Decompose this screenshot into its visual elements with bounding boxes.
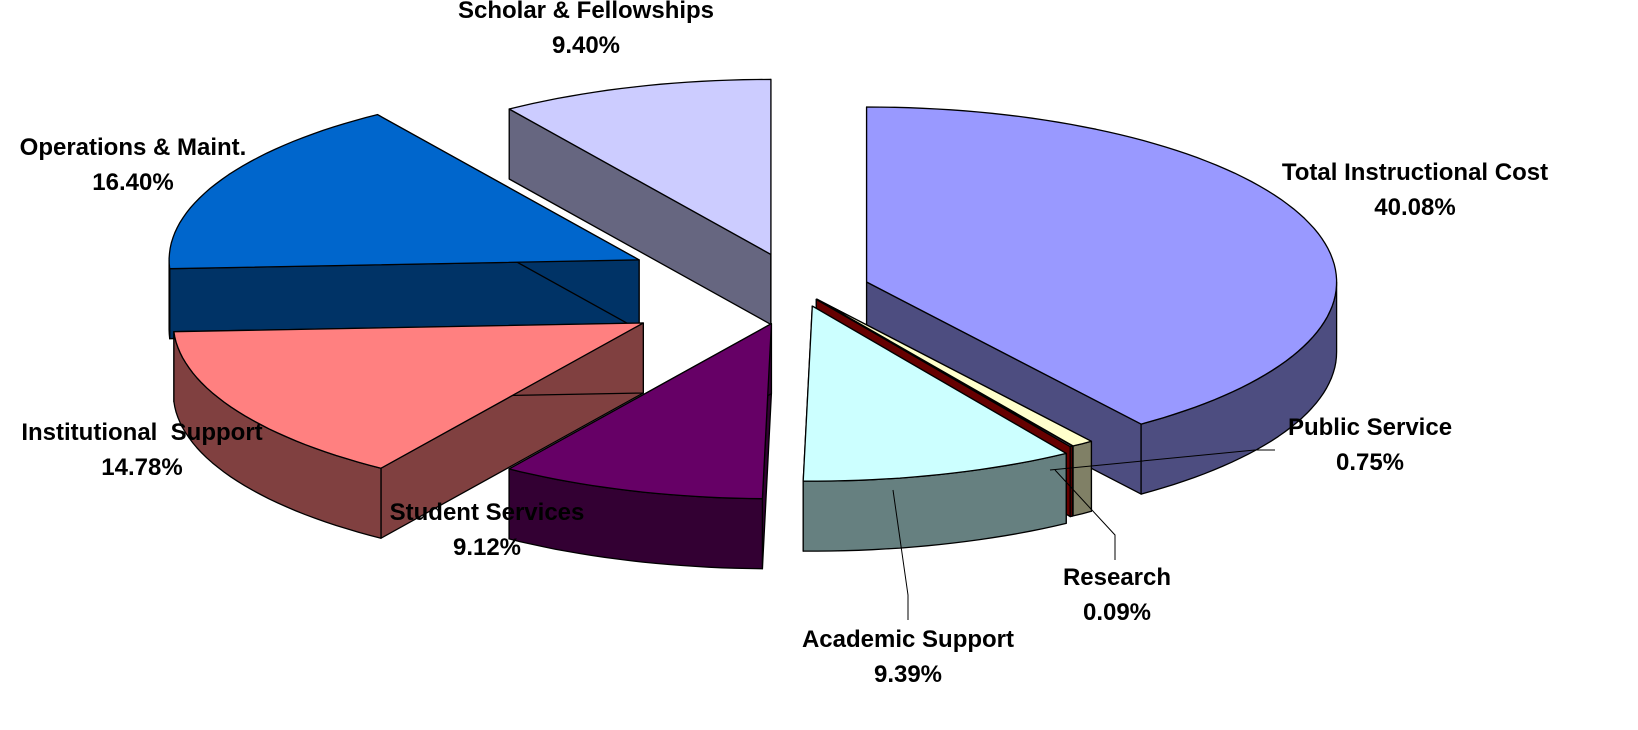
slice-institutional-support [173,322,644,539]
label-operations-and-maint: Operations & Maint. 16.40% [20,134,247,196]
label-student-services-percent: 9.12% [453,534,521,561]
slice-institutional-support-top [173,322,644,469]
label-student-services-name: Student Services [390,499,585,526]
label-scholar-and-fellowships-name: Scholar & Fellowships [458,0,714,24]
slice-labels: Total Instructional Cost 40.08% Public Ser… [20,0,1548,688]
label-research-percent: 0.09% [1083,599,1151,626]
label-institutional-support: Institutional Support 14.78% [21,419,262,481]
leader-line-research [1054,469,1116,560]
label-academic-support: Academic Support 9.39% [802,626,1014,688]
slice-operations-and-maint-outer-wall [168,259,171,340]
leader-line-academic-support [892,489,909,620]
label-public-service: Public Service 0.75% [1288,414,1452,476]
label-academic-support-percent: 9.39% [874,661,942,688]
pie-slices [168,78,1338,570]
leader-line-public-service [1049,449,1275,471]
slice-operations-and-maint [168,113,640,340]
label-public-service-percent: 0.75% [1336,449,1404,476]
slice-student-services [508,323,773,570]
slice-academic-support-top [802,305,1067,482]
label-total-instructional-cost-name: Total Instructional Cost [1282,159,1548,186]
label-research: Research 0.09% [1063,564,1171,626]
label-academic-support-name: Academic Support [802,626,1014,653]
slice-student-services-top [508,323,773,500]
slice-public-service-outer-wall [1072,440,1093,517]
slice-scholar-and-fellowships-top [508,78,772,256]
label-operations-and-maint-name: Operations & Maint. [20,134,247,161]
slice-academic-support [802,305,1067,552]
slice-operations-and-maint-top [168,113,640,270]
slice-scholar-and-fellowships [508,78,772,326]
label-institutional-support-name: Institutional Support [21,419,262,446]
slice-research-top [815,298,1074,448]
label-research-name: Research [1063,564,1171,591]
label-public-service-name: Public Service [1288,414,1452,441]
label-scholar-and-fellowships: Scholar & Fellowships 9.40% [458,0,714,59]
leader-lines [892,449,1275,620]
label-total-instructional-cost: Total Instructional Cost 40.08% [1282,159,1548,221]
label-scholar-and-fellowships-percent: 9.40% [552,32,620,59]
label-student-services: Student Services 9.12% [390,499,585,561]
label-operations-and-maint-percent: 16.40% [92,169,173,196]
slice-research-outer-wall [1069,445,1074,518]
slice-total-instructional-cost-top [865,106,1338,425]
label-institutional-support-percent: 14.78% [101,454,182,481]
label-total-instructional-cost-percent: 40.08% [1374,194,1455,221]
